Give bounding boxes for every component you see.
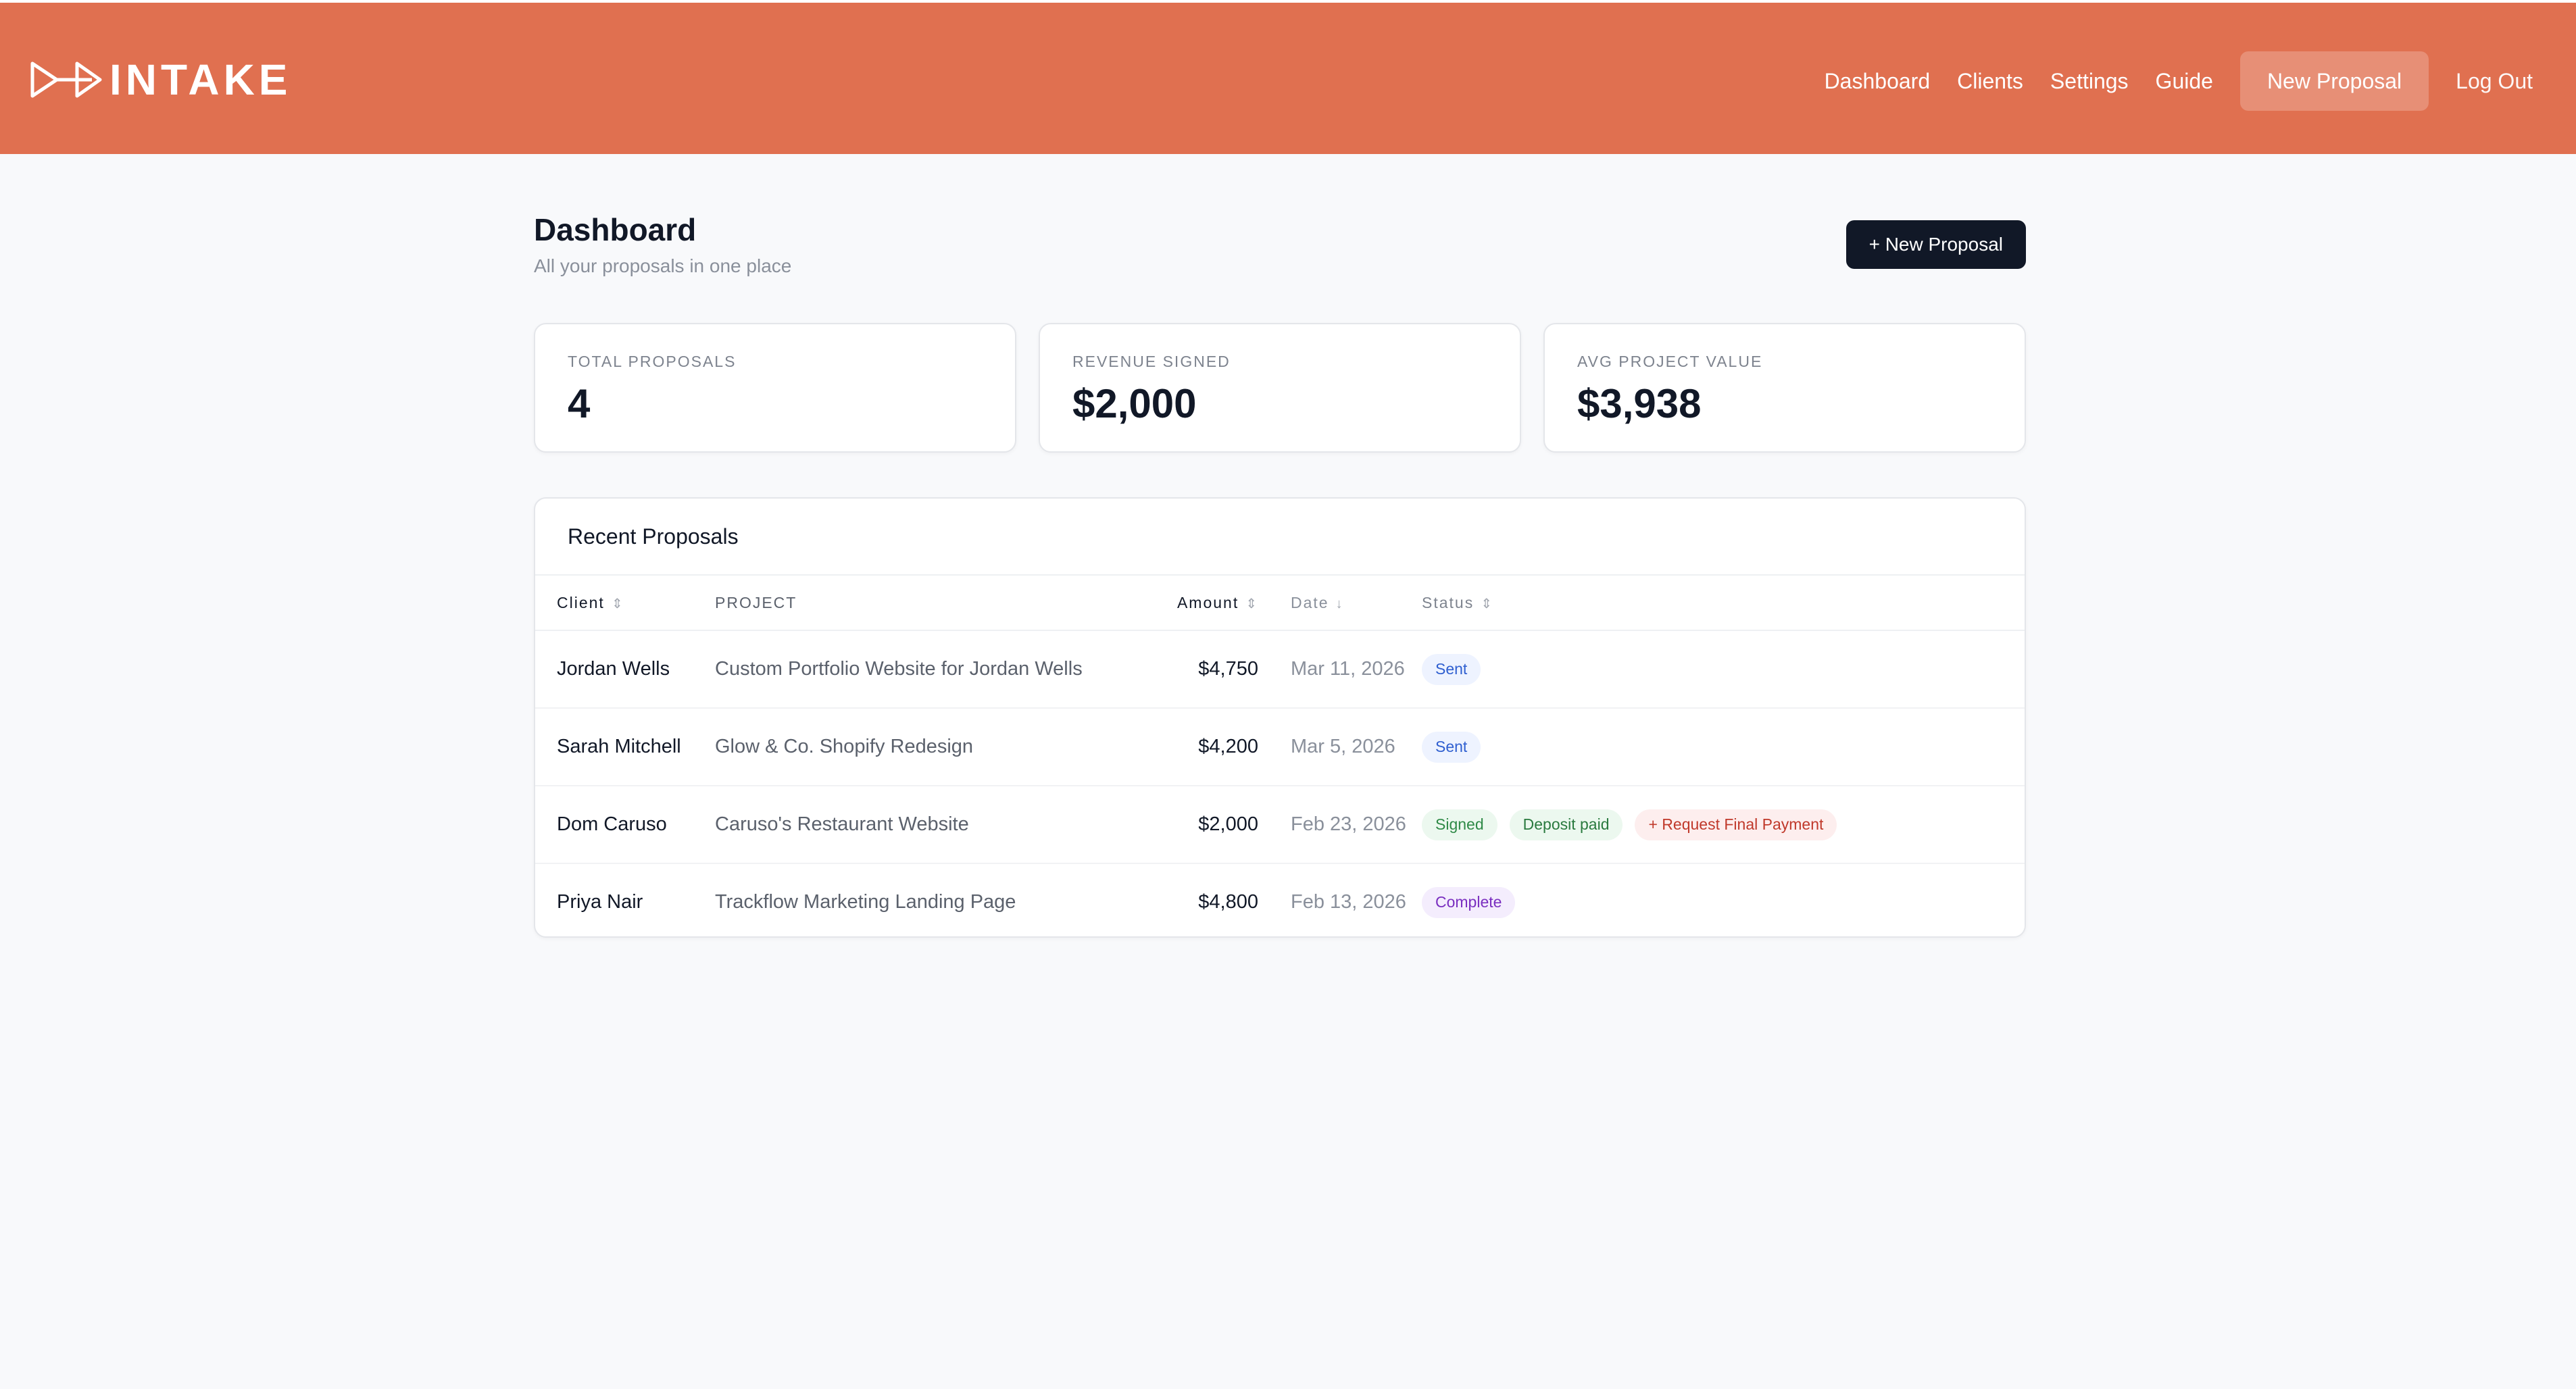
column-label: Status (1422, 593, 1475, 611)
date-cell: Feb 23, 2026 (1258, 786, 1422, 864)
stat-value: $2,000 (1072, 381, 1197, 426)
stat-card-total-proposals: TOTAL PROPOSALS 4 (534, 323, 1016, 453)
column-header-status[interactable]: Status ⇕ (1422, 576, 2025, 631)
project-cell: Caruso's Restaurant Website (715, 786, 1134, 864)
table-row[interactable]: Sarah Mitchell Glow & Co. Shopify Redesig… (535, 708, 2025, 786)
new-proposal-button[interactable]: + New Proposal (1846, 220, 2026, 269)
status-cell: Sent (1422, 630, 2025, 709)
page-subtitle: All your proposals in one place (534, 255, 792, 276)
nav-new-proposal-button[interactable]: New Proposal (2239, 51, 2429, 111)
main-nav: Dashboard Clients Settings Guide New Pro… (1825, 51, 2533, 111)
client-cell: Dom Caruso (535, 786, 715, 864)
table-header-row: Client ⇕ PROJECT Amount ⇕ Date ↓ Status ⇕ (535, 576, 2025, 631)
status-badge: Complete (1422, 886, 1516, 918)
project-cell: Trackflow Marketing Landing Page (715, 891, 1016, 913)
brand-name: INTAKE (109, 55, 292, 104)
column-header-date[interactable]: Date ↓ (1258, 576, 1422, 631)
date-cell: Mar 11, 2026 (1258, 630, 1422, 709)
top-navbar: INTAKE Dashboard Clients Settings Guide … (0, 0, 2576, 154)
amount-cell: $4,750 (1134, 630, 1258, 709)
client-cell: Jordan Wells (535, 630, 715, 709)
sort-icon: ⇕ (1481, 596, 1493, 611)
stat-value: 4 (568, 381, 591, 426)
proposals-table: Client ⇕ PROJECT Amount ⇕ Date ↓ Status ⇕ Jo… (535, 576, 2025, 936)
sort-icon: ⇕ (1245, 596, 1258, 611)
status-badge: Deposit paid (1509, 809, 1623, 840)
column-label: PROJECT (715, 593, 797, 611)
stat-label: REVENUE SIGNED (1072, 353, 1231, 370)
status-cell: Signed Deposit paid + Request Final Paymen… (1422, 786, 2025, 864)
stat-card-avg-project-value: AVG PROJECT VALUE $3,938 (1543, 323, 2026, 453)
amount-cell: $4,800 (1198, 891, 1258, 913)
status-badge: Sent (1422, 653, 1481, 685)
amount-cell: $4,200 (1134, 708, 1258, 786)
stats-row: TOTAL PROPOSALS 4 REVENUE SIGNED $2,000 … (534, 323, 2026, 453)
stat-card-revenue-signed: REVENUE SIGNED $2,000 (1039, 323, 1521, 453)
sort-icon: ⇕ (611, 596, 624, 611)
date-cell: Mar 5, 2026 (1258, 708, 1422, 786)
main-content: Dashboard All your proposals in one plac… (534, 211, 2026, 938)
column-header-client[interactable]: Client ⇕ (535, 576, 715, 631)
column-header-project: PROJECT (715, 576, 1134, 631)
status-cell: Complete (1422, 863, 2025, 936)
table-row[interactable]: Jordan Wells Custom Portfolio Website for… (535, 630, 2025, 709)
card-title: Recent Proposals (535, 499, 2025, 576)
column-label: Client (557, 593, 605, 611)
table-row[interactable]: Priya Nair Trackflow Marketing Landing Pa… (535, 863, 2025, 936)
recent-proposals-card: Recent Proposals Client ⇕ PROJECT Amount ⇕… (534, 497, 2026, 938)
play-arrow-logo-icon (30, 61, 102, 98)
stat-label: AVG PROJECT VALUE (1577, 353, 1763, 370)
column-label: Date (1291, 593, 1329, 611)
stat-value: $3,938 (1577, 381, 1702, 426)
stat-label: TOTAL PROPOSALS (568, 353, 737, 370)
status-cell: Sent (1422, 708, 2025, 786)
request-final-payment-button[interactable]: + Request Final Payment (1635, 809, 1837, 840)
brand-logo[interactable]: INTAKE (30, 58, 291, 101)
date-cell: Feb 13, 2026 (1291, 891, 1406, 913)
column-label: Amount (1176, 593, 1239, 611)
nav-settings[interactable]: Settings (2050, 68, 2129, 93)
sort-down-arrow-icon: ↓ (1335, 596, 1344, 611)
status-badge: Signed (1422, 809, 1497, 840)
project-cell: Glow & Co. Shopify Redesign (715, 708, 1134, 786)
nav-guide[interactable]: Guide (2155, 68, 2213, 93)
logout-link[interactable]: Log Out (2456, 68, 2533, 93)
status-badge: Sent (1422, 731, 1481, 763)
nav-clients[interactable]: Clients (1957, 68, 2023, 93)
nav-dashboard[interactable]: Dashboard (1824, 68, 1931, 93)
client-cell: Priya Nair (557, 891, 643, 913)
project-cell: Custom Portfolio Website for Jordan Well… (715, 630, 1134, 709)
table-row[interactable]: Dom Caruso Caruso's Restaurant Website $2,… (535, 786, 2025, 864)
client-cell: Sarah Mitchell (535, 708, 715, 786)
amount-cell: $2,000 (1134, 786, 1258, 864)
column-header-amount[interactable]: Amount ⇕ (1134, 576, 1258, 631)
page-title: Dashboard (534, 212, 697, 247)
